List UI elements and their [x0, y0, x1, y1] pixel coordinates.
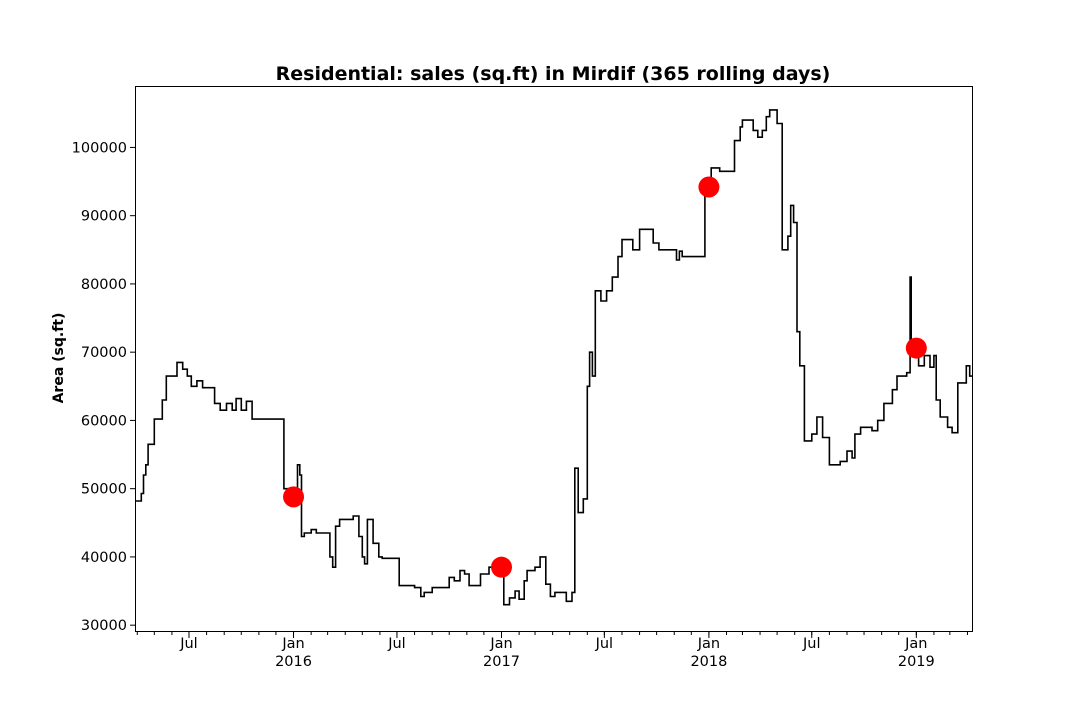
x-tick-year-label: 2018 [690, 654, 727, 670]
y-tick-label: 60000 [81, 413, 127, 429]
y-tick-label: 30000 [81, 618, 127, 634]
y-tick-label: 70000 [81, 345, 127, 361]
y-tick-label: 40000 [81, 550, 127, 566]
x-tick-label: Jul [387, 636, 406, 652]
y-axis: 30000 40000 50000 60000 70000 80000 90000 10000… [72, 140, 135, 634]
y-tick-label: 100000 [72, 140, 127, 156]
x-tick-year-label: 2019 [898, 654, 935, 670]
highlight-marker [698, 176, 720, 198]
x-tick-label: Jan [904, 636, 927, 652]
y-tick-label: 50000 [81, 482, 127, 498]
x-tick-label: Jul [802, 636, 821, 652]
highlight-markers [283, 176, 927, 578]
x-tick-label: Jan [281, 636, 304, 652]
x-tick-year-label: 2016 [275, 654, 312, 670]
y-tick-label: 80000 [81, 277, 127, 293]
highlight-marker [905, 337, 927, 359]
highlight-marker [491, 556, 513, 578]
x-axis: Jul Jan 2016 Jul Jan 2017 Jul Jan 2018 Jul Jan 2019 [179, 632, 935, 670]
plot-area [135, 86, 973, 632]
x-tick-year-label: 2017 [483, 654, 520, 670]
x-tick-label: Jan [697, 636, 720, 652]
series-line [135, 109, 972, 606]
highlight-marker [283, 486, 305, 508]
y-tick-label: 90000 [81, 209, 127, 225]
x-tick-label: Jan [489, 636, 512, 652]
x-axis-minor-ticks [136, 632, 968, 635]
chart-title: Residential: sales (sq.ft) in Mirdif (36… [276, 63, 831, 85]
y-axis-label: Area (sq.ft) [51, 313, 67, 404]
x-tick-label: Jul [595, 636, 614, 652]
x-tick-label: Jul [179, 636, 198, 652]
